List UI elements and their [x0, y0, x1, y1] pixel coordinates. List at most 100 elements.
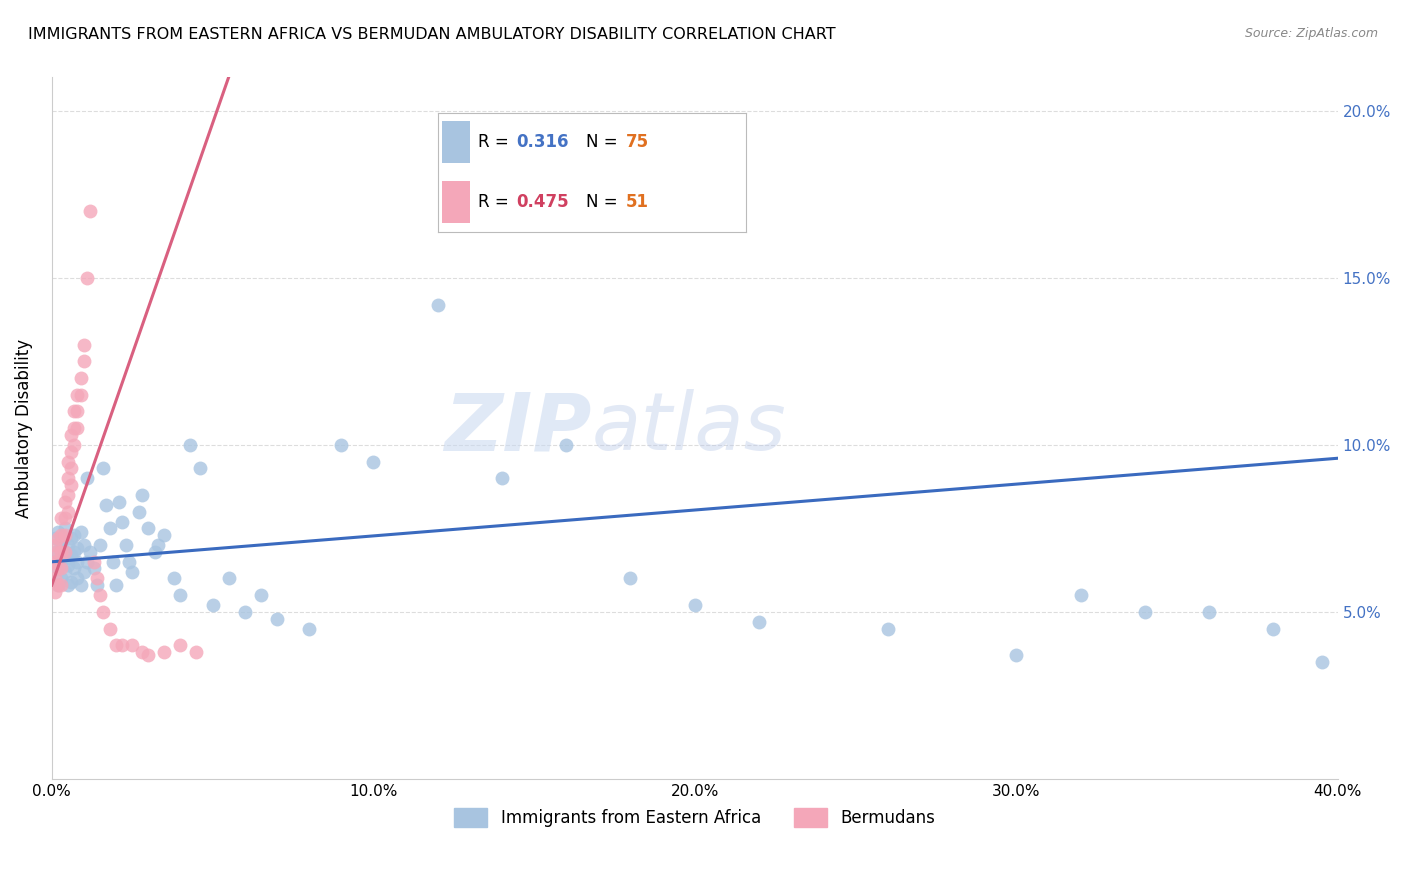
Point — [73, 538, 96, 552]
Point — [876, 622, 898, 636]
Point — [53, 494, 76, 508]
Point — [89, 588, 111, 602]
Point — [1310, 655, 1333, 669]
Point — [683, 598, 706, 612]
Point — [51, 528, 73, 542]
Point — [121, 565, 143, 579]
Point — [163, 572, 186, 586]
Point — [98, 622, 121, 636]
Point — [105, 578, 128, 592]
Point — [96, 498, 118, 512]
Point — [66, 388, 89, 402]
Point — [56, 538, 79, 552]
Point — [56, 471, 79, 485]
Point — [101, 555, 124, 569]
Point — [56, 454, 79, 468]
Point — [105, 638, 128, 652]
Point — [555, 438, 578, 452]
Point — [60, 478, 83, 492]
Point — [169, 588, 191, 602]
Point — [44, 532, 66, 546]
Point — [298, 622, 321, 636]
Point — [146, 538, 169, 552]
Point — [66, 404, 89, 418]
Point — [56, 558, 79, 573]
Point — [51, 561, 73, 575]
Point — [186, 645, 208, 659]
Point — [60, 532, 83, 546]
Point — [233, 605, 256, 619]
Point — [60, 428, 83, 442]
Point — [66, 541, 89, 556]
Point — [46, 578, 69, 592]
Text: IMMIGRANTS FROM EASTERN AFRICA VS BERMUDAN AMBULATORY DISABILITY CORRELATION CHA: IMMIGRANTS FROM EASTERN AFRICA VS BERMUD… — [28, 27, 835, 42]
Point — [153, 645, 176, 659]
Point — [143, 545, 166, 559]
Point — [131, 488, 153, 502]
Y-axis label: Ambulatory Disability: Ambulatory Disability — [15, 339, 32, 517]
Point — [426, 297, 449, 311]
Point — [619, 572, 641, 586]
Point — [86, 572, 108, 586]
Point — [66, 555, 89, 569]
Point — [44, 538, 66, 552]
Point — [79, 545, 101, 559]
Point — [201, 598, 224, 612]
Point — [128, 505, 150, 519]
Point — [83, 555, 105, 569]
Point — [1133, 605, 1156, 619]
Point — [266, 611, 288, 625]
Point — [76, 555, 98, 569]
Point — [46, 561, 69, 575]
Point — [188, 461, 211, 475]
Point — [56, 505, 79, 519]
Point — [46, 561, 69, 575]
Point — [63, 561, 86, 575]
Point — [249, 588, 271, 602]
Point — [98, 521, 121, 535]
Point — [56, 578, 79, 592]
Point — [79, 204, 101, 219]
Point — [114, 538, 136, 552]
Point — [63, 421, 86, 435]
Point — [748, 615, 770, 629]
Point — [46, 578, 69, 592]
Point — [60, 461, 83, 475]
Point — [69, 578, 91, 592]
Point — [63, 528, 86, 542]
Point — [1005, 648, 1028, 663]
Point — [53, 511, 76, 525]
Point — [73, 565, 96, 579]
Point — [56, 488, 79, 502]
Point — [44, 545, 66, 559]
Point — [111, 515, 134, 529]
Point — [69, 524, 91, 539]
Point — [44, 585, 66, 599]
Point — [218, 572, 240, 586]
Point — [73, 337, 96, 351]
Point — [53, 528, 76, 542]
Point — [44, 555, 66, 569]
Point — [63, 545, 86, 559]
Point — [89, 538, 111, 552]
Point — [60, 444, 83, 458]
Point — [136, 648, 159, 663]
Point — [53, 565, 76, 579]
Point — [60, 548, 83, 562]
Point — [1198, 605, 1220, 619]
Point — [330, 438, 353, 452]
Point — [108, 494, 131, 508]
Point — [51, 555, 73, 569]
Point — [1070, 588, 1092, 602]
Point — [51, 572, 73, 586]
Point — [169, 638, 191, 652]
Point — [60, 574, 83, 589]
Point — [46, 545, 69, 559]
Point — [91, 461, 114, 475]
Point — [491, 471, 513, 485]
Point — [69, 371, 91, 385]
Legend: Immigrants from Eastern Africa, Bermudans: Immigrants from Eastern Africa, Bermudan… — [447, 801, 942, 834]
Point — [51, 545, 73, 559]
Point — [44, 572, 66, 586]
Point — [111, 638, 134, 652]
